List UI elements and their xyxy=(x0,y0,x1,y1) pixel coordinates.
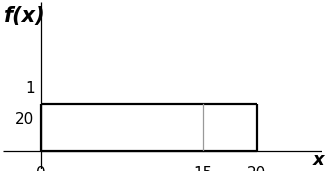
Text: x: x xyxy=(313,151,324,169)
Text: 20: 20 xyxy=(15,113,34,128)
Text: 0: 0 xyxy=(36,166,46,171)
Text: f(x): f(x) xyxy=(4,6,46,26)
Text: 20: 20 xyxy=(247,166,266,171)
Text: 1: 1 xyxy=(25,81,34,96)
Text: 15: 15 xyxy=(193,166,213,171)
